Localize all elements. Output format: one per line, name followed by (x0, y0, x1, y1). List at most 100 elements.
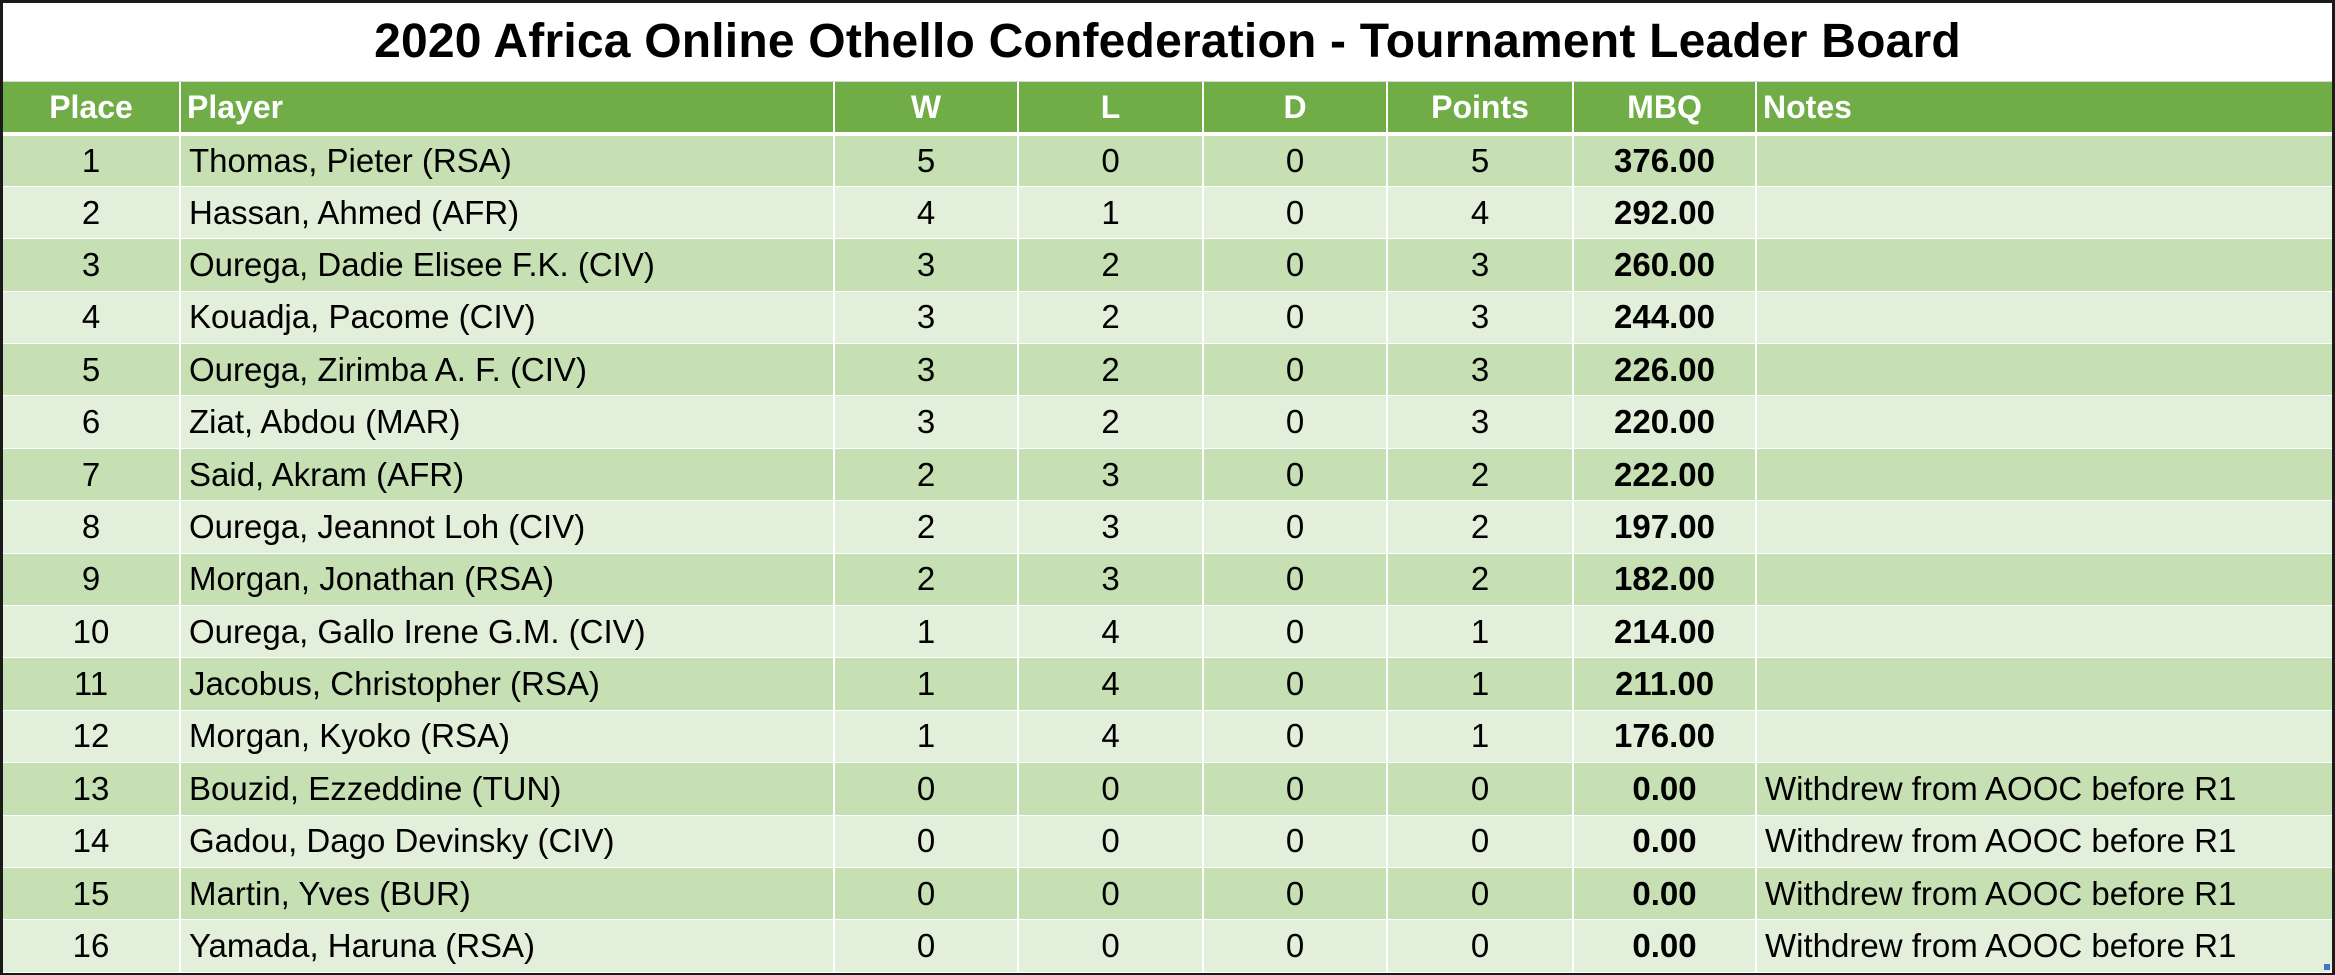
cell-w[interactable]: 5 (834, 134, 1019, 187)
cell-d[interactable]: 0 (1203, 815, 1388, 868)
cell-notes[interactable] (1756, 553, 2332, 607)
cell-place[interactable]: 1 (3, 134, 181, 187)
cell-d[interactable]: 0 (1203, 710, 1388, 764)
cell-l[interactable]: 2 (1018, 291, 1204, 345)
cell-player[interactable]: Said, Akram (AFR) (180, 448, 835, 502)
column-header-mbq[interactable]: MBQ (1573, 82, 1757, 136)
cell-notes[interactable] (1756, 500, 2332, 554)
cell-mbq[interactable]: 292.00 (1573, 186, 1757, 240)
cell-mbq[interactable]: 197.00 (1573, 500, 1757, 554)
cell-d[interactable]: 0 (1203, 605, 1388, 659)
cell-notes[interactable] (1756, 710, 2332, 764)
cell-w[interactable]: 0 (834, 762, 1019, 816)
cell-l[interactable]: 0 (1018, 867, 1204, 921)
cell-l[interactable]: 4 (1018, 657, 1204, 711)
cell-l[interactable]: 3 (1018, 553, 1204, 607)
cell-points[interactable]: 0 (1387, 867, 1574, 921)
cell-points[interactable]: 1 (1387, 710, 1574, 764)
column-header-place[interactable]: Place (3, 82, 181, 136)
cell-place[interactable]: 12 (3, 710, 181, 764)
cell-l[interactable]: 4 (1018, 710, 1204, 764)
cell-w[interactable]: 3 (834, 238, 1019, 292)
cell-player[interactable]: Morgan, Kyoko (RSA) (180, 710, 835, 764)
cell-place[interactable]: 8 (3, 500, 181, 554)
cell-player[interactable]: Ourega, Zirimba A. F. (CIV) (180, 343, 835, 397)
cell-points[interactable]: 2 (1387, 500, 1574, 554)
cell-place[interactable]: 16 (3, 919, 181, 973)
cell-notes[interactable] (1756, 291, 2332, 345)
cell-place[interactable]: 6 (3, 395, 181, 449)
cell-points[interactable]: 3 (1387, 343, 1574, 397)
cell-place[interactable]: 5 (3, 343, 181, 397)
cell-w[interactable]: 0 (834, 919, 1019, 973)
cell-d[interactable]: 0 (1203, 395, 1388, 449)
cell-place[interactable]: 3 (3, 238, 181, 292)
cell-mbq[interactable]: 0.00 (1573, 762, 1757, 816)
cell-l[interactable]: 0 (1018, 134, 1204, 187)
cell-points[interactable]: 1 (1387, 605, 1574, 659)
cell-notes[interactable] (1756, 134, 2332, 187)
cell-mbq[interactable]: 211.00 (1573, 657, 1757, 711)
cell-l[interactable]: 0 (1018, 815, 1204, 868)
cell-d[interactable]: 0 (1203, 762, 1388, 816)
column-header-w[interactable]: W (834, 82, 1019, 136)
cell-w[interactable]: 3 (834, 395, 1019, 449)
column-header-points[interactable]: Points (1387, 82, 1574, 136)
cell-points[interactable]: 0 (1387, 919, 1574, 973)
cell-d[interactable]: 0 (1203, 657, 1388, 711)
cell-player[interactable]: Ziat, Abdou (MAR) (180, 395, 835, 449)
cell-w[interactable]: 4 (834, 186, 1019, 240)
cell-player[interactable]: Bouzid, Ezzeddine (TUN) (180, 762, 835, 816)
cell-l[interactable]: 4 (1018, 605, 1204, 659)
column-header-notes[interactable]: Notes (1756, 82, 2332, 136)
cell-mbq[interactable]: 226.00 (1573, 343, 1757, 397)
cell-mbq[interactable]: 0.00 (1573, 867, 1757, 921)
cell-d[interactable]: 0 (1203, 919, 1388, 973)
cell-w[interactable]: 0 (834, 867, 1019, 921)
cell-mbq[interactable]: 176.00 (1573, 710, 1757, 764)
cell-points[interactable]: 1 (1387, 657, 1574, 711)
cell-place[interactable]: 13 (3, 762, 181, 816)
cell-player[interactable]: Gadou, Dago Devinsky (CIV) (180, 815, 835, 868)
cell-mbq[interactable]: 220.00 (1573, 395, 1757, 449)
cell-notes[interactable]: Withdrew from AOOC before R1 (1756, 867, 2332, 921)
cell-w[interactable]: 3 (834, 343, 1019, 397)
column-header-player[interactable]: Player (180, 82, 835, 136)
cell-notes[interactable] (1756, 238, 2332, 292)
cell-l[interactable]: 2 (1018, 395, 1204, 449)
cell-w[interactable]: 2 (834, 448, 1019, 502)
cell-player[interactable]: Martin, Yves (BUR) (180, 867, 835, 921)
cell-points[interactable]: 3 (1387, 395, 1574, 449)
cell-place[interactable]: 10 (3, 605, 181, 659)
cell-d[interactable]: 0 (1203, 343, 1388, 397)
cell-place[interactable]: 15 (3, 867, 181, 921)
cell-w[interactable]: 2 (834, 553, 1019, 607)
cell-place[interactable]: 11 (3, 657, 181, 711)
cell-place[interactable]: 14 (3, 815, 181, 868)
cell-notes[interactable]: Withdrew from AOOC before R1 (1756, 815, 2332, 868)
column-header-l[interactable]: L (1018, 82, 1204, 136)
cell-player[interactable]: Ourega, Dadie Elisee F.K. (CIV) (180, 238, 835, 292)
cell-notes[interactable]: Withdrew from AOOC before R1 (1756, 762, 2332, 816)
cell-notes[interactable] (1756, 605, 2332, 659)
cell-points[interactable]: 2 (1387, 448, 1574, 502)
cell-notes[interactable] (1756, 657, 2332, 711)
cell-points[interactable]: 5 (1387, 134, 1574, 187)
cell-notes[interactable] (1756, 343, 2332, 397)
cell-points[interactable]: 4 (1387, 186, 1574, 240)
cell-mbq[interactable]: 182.00 (1573, 553, 1757, 607)
cell-d[interactable]: 0 (1203, 291, 1388, 345)
cell-w[interactable]: 3 (834, 291, 1019, 345)
cell-player[interactable]: Kouadja, Pacome (CIV) (180, 291, 835, 345)
cell-player[interactable]: Thomas, Pieter (RSA) (180, 134, 835, 187)
cell-notes[interactable] (1756, 448, 2332, 502)
cell-place[interactable]: 7 (3, 448, 181, 502)
cell-l[interactable]: 3 (1018, 448, 1204, 502)
cell-d[interactable]: 0 (1203, 867, 1388, 921)
cell-points[interactable]: 3 (1387, 238, 1574, 292)
cell-d[interactable]: 0 (1203, 553, 1388, 607)
cell-mbq[interactable]: 244.00 (1573, 291, 1757, 345)
cell-player[interactable]: Ourega, Gallo Irene G.M. (CIV) (180, 605, 835, 659)
cell-l[interactable]: 3 (1018, 500, 1204, 554)
cell-place[interactable]: 2 (3, 186, 181, 240)
